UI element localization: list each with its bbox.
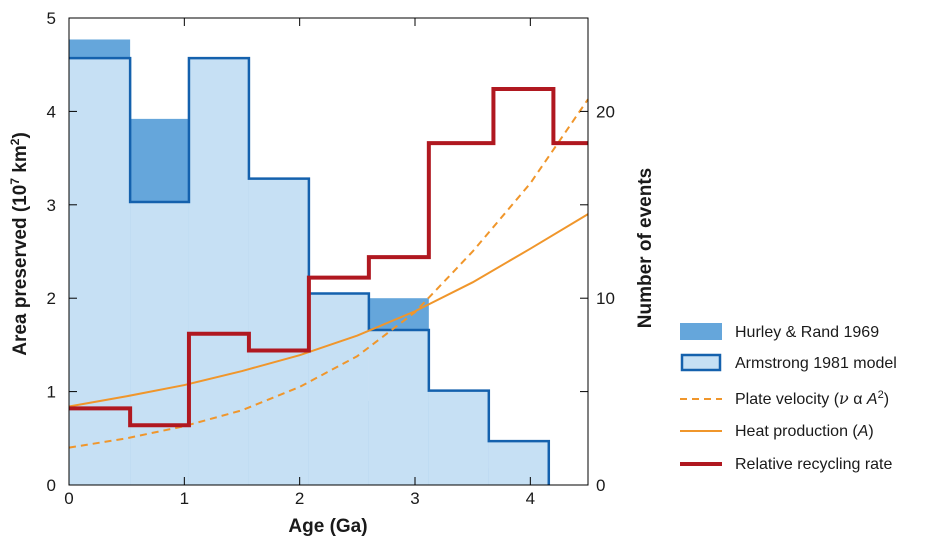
curve-lines	[68, 56, 589, 485]
armstrong-bar-fill	[188, 58, 249, 486]
y2-tick-label: 20	[596, 102, 615, 121]
plot-border	[68, 17, 589, 486]
legend-label-hurley: Hurley & Rand 1969	[735, 324, 879, 341]
x-tick-label: 3	[410, 489, 419, 508]
legend-label-heat-production: Heat production (A)	[735, 423, 874, 440]
y-axis-title: Area preserved (107 km2)	[8, 132, 31, 356]
legend-label-armstrong: Armstrong 1981 model	[735, 355, 897, 372]
y-tick-label: 3	[47, 196, 56, 215]
armstrong-bars	[69, 58, 549, 486]
legend-swatch-armstrong	[680, 353, 722, 372]
y-ticks: 0 1 2 3 4 5	[47, 9, 77, 495]
legend: Hurley & Rand 1969 Armstrong 1981 model …	[680, 323, 897, 473]
x-tick-label: 2	[295, 489, 304, 508]
y2-tick-label: 0	[596, 476, 605, 495]
y-tick-label: 1	[47, 383, 56, 402]
y2-axis-title: Number of events	[635, 168, 656, 328]
legend-label-recycling: Relative recycling rate	[735, 456, 893, 473]
x-ticks: 0 1 2 3 4	[64, 18, 535, 508]
y-tick-label: 0	[47, 476, 56, 495]
y-tick-label: 5	[47, 9, 56, 28]
armstrong-bar-fill	[308, 293, 369, 485]
x-tick-label: 1	[180, 489, 189, 508]
legend-label-plate-velocity: Plate velocity (ν α A2)	[735, 389, 889, 408]
armstrong-bar-fill	[69, 58, 131, 486]
armstrong-bar-fill	[368, 329, 429, 485]
legend-swatch-hurley	[680, 323, 722, 340]
armstrong-bar-fill	[248, 178, 309, 485]
x-axis-title: Age (Ga)	[288, 516, 367, 537]
armstrong-bar-fill	[130, 201, 189, 486]
x-tick-label: 0	[64, 489, 73, 508]
armstrong-bar-fill	[488, 441, 549, 485]
plot-frame	[68, 17, 589, 486]
y2-tick-label: 10	[596, 289, 615, 308]
plate-velocity-line	[68, 98, 589, 449]
armstrong-bar-fill	[428, 390, 489, 485]
y-tick-label: 2	[47, 289, 56, 308]
y-tick-label: 4	[47, 102, 56, 121]
x-tick-label: 4	[526, 489, 535, 508]
y2-ticks: 0 10 20	[580, 17, 615, 495]
recycling-rate-line	[69, 86, 588, 428]
heat-production-line	[68, 213, 589, 408]
